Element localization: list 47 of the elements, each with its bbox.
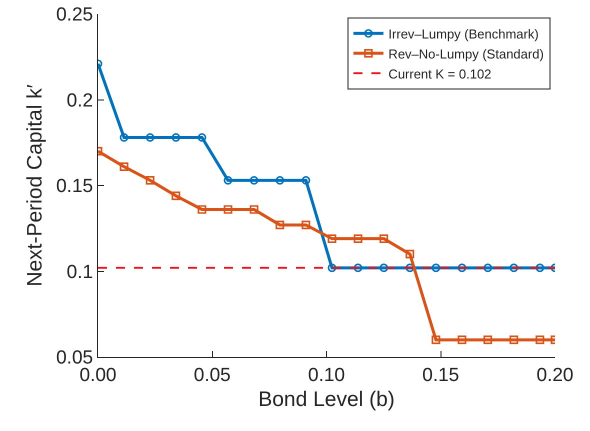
point (302, 220, 310, 230)
point (432, 336, 440, 344)
point (510, 336, 518, 344)
legend-label: Rev–No-Lumpy (Standard) (388, 46, 544, 62)
point (406, 264, 414, 272)
point (250, 205, 258, 214)
legend-label: Current K = 0.102 (388, 66, 492, 82)
point (510, 264, 518, 272)
point (276, 220, 284, 230)
point (484, 264, 492, 272)
y-tick-label: 0.25 (56, 4, 94, 26)
x-axis-title: Bond Level (b) (258, 388, 395, 412)
point (354, 234, 362, 243)
point (380, 264, 388, 272)
x-tick-label: 0.20 (536, 364, 574, 386)
point (224, 205, 232, 214)
point (432, 264, 440, 272)
point (198, 133, 206, 142)
point (146, 133, 154, 142)
point (198, 205, 206, 214)
point (172, 133, 180, 142)
point (328, 234, 336, 243)
point (250, 176, 258, 185)
point (146, 176, 154, 185)
point (458, 264, 466, 272)
point (120, 133, 128, 142)
legend-label: Irrev–Lumpy (Benchmark) (388, 26, 539, 42)
point (380, 234, 388, 243)
point (536, 336, 544, 344)
y-tick-label: 0.15 (56, 176, 94, 198)
point (354, 264, 362, 272)
point (276, 176, 284, 185)
point (484, 336, 492, 344)
point (172, 191, 180, 200)
x-tick-label: 0.10 (308, 364, 345, 386)
point (536, 264, 544, 272)
point (224, 176, 232, 185)
y-tick-label: 0.1 (66, 262, 94, 283)
y-axis-title: Next-Period Capital k′ (23, 84, 46, 287)
x-tick-label: 0.05 (194, 364, 231, 386)
point (302, 176, 310, 185)
y-tick-label: 0.2 (66, 90, 94, 112)
x-tick-label: 0.15 (422, 364, 460, 386)
point (458, 336, 466, 344)
point (328, 264, 336, 272)
point (120, 162, 128, 171)
point (406, 250, 414, 258)
